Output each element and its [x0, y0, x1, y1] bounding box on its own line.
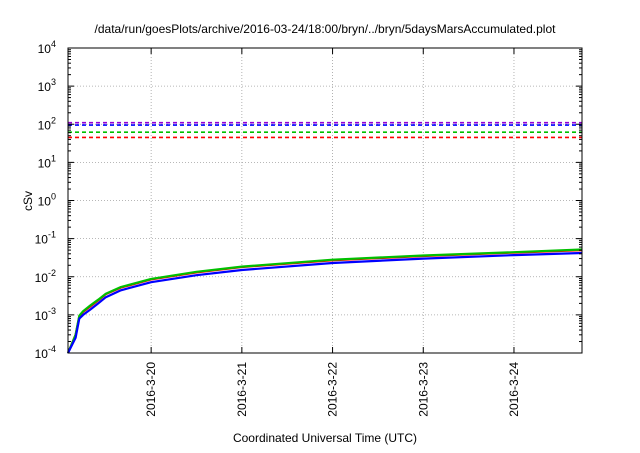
series-layer [66, 248, 583, 354]
x-tick-label: 2016-3-20 [144, 362, 158, 417]
x-tick-label: 2016-3-24 [507, 362, 521, 417]
x-tick-label: 2016-3-23 [416, 362, 430, 417]
y-tick-exponent: 0 [51, 192, 56, 202]
series-line [67, 251, 583, 354]
y-tick-exponent: -1 [48, 230, 56, 240]
chart-title: /data/run/goesPlots/archive/2016-03-24/1… [95, 22, 557, 36]
x-tick-label: 2016-3-21 [235, 362, 249, 417]
y-tick-exponent: 2 [51, 115, 56, 125]
x-axis-label: Coordinated Universal Time (UTC) [233, 431, 417, 445]
y-tick-exponent: -4 [48, 344, 56, 354]
y-tick-exponent: 1 [51, 153, 56, 163]
y-tick-exponent: -3 [48, 306, 56, 316]
reference-lines [68, 121, 582, 139]
y-axis-label: cSv [21, 191, 35, 211]
x-tick-label: 2016-3-22 [326, 362, 340, 417]
y-tick-exponent: 3 [51, 77, 56, 87]
y-tick-exponent: 4 [51, 39, 56, 49]
series-line [66, 248, 583, 354]
y-tick-exponent: -2 [48, 268, 56, 278]
